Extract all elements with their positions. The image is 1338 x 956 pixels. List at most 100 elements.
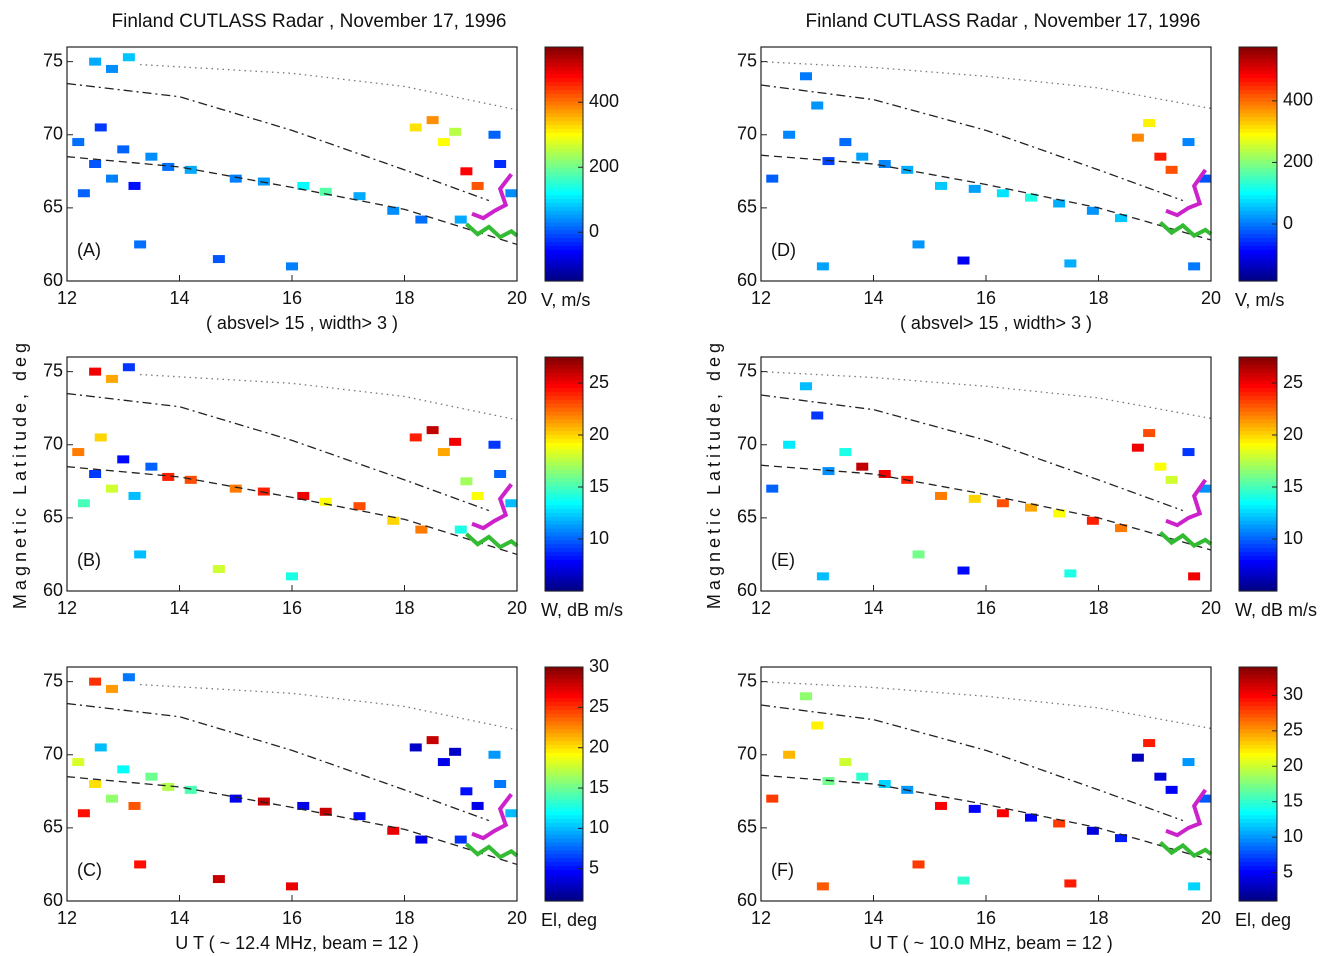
- colorbar-tick-label: 10: [1283, 528, 1303, 548]
- colorbar-swatch: [545, 50, 583, 56]
- colorbar-swatch: [1239, 776, 1277, 781]
- colorbar-swatch: [545, 470, 583, 475]
- colorbar-swatch: [1239, 50, 1277, 56]
- boundary-line: [1165, 788, 1208, 838]
- x-tick-label: 20: [1201, 288, 1221, 308]
- echo-cell: [957, 256, 970, 265]
- boundary-line: [471, 793, 513, 841]
- colorbar-swatch: [545, 667, 583, 672]
- echo-cell: [811, 721, 824, 730]
- colorbar-tick-label: 25: [1283, 720, 1303, 740]
- colorbar-swatch: [1239, 536, 1277, 541]
- colorbar-swatch: [1239, 748, 1277, 754]
- echo-cell: [912, 240, 925, 249]
- plot-frame: [761, 667, 1211, 901]
- echo-cell: [286, 572, 298, 581]
- x-tick-label: 18: [1088, 288, 1108, 308]
- boundary-line: [1159, 531, 1213, 549]
- echo-cell: [353, 502, 366, 511]
- echo-cell: [1115, 214, 1127, 223]
- colorbar-swatch: [545, 462, 583, 467]
- colorbar-swatch: [1239, 93, 1277, 99]
- colorbar-swatch: [545, 830, 583, 836]
- colorbar-swatch: [545, 427, 583, 432]
- echo-cell: [494, 470, 507, 478]
- colorbar-swatch: [545, 497, 583, 502]
- echo-cell: [106, 794, 118, 803]
- echo-cell: [800, 382, 812, 391]
- colorbar-swatch: [1239, 842, 1277, 847]
- colorbar-swatch: [1239, 47, 1277, 52]
- colorbar-swatch: [545, 881, 583, 886]
- colorbar-swatch: [545, 819, 583, 824]
- colorbar-swatch: [1239, 113, 1277, 118]
- colorbar-swatch: [1239, 830, 1277, 836]
- colorbar-swatch: [545, 717, 583, 723]
- colorbar-swatch: [1239, 667, 1277, 672]
- colorbar-swatch: [1239, 725, 1277, 730]
- echo-cell: [89, 780, 102, 788]
- colorbar-swatch: [1239, 66, 1277, 71]
- colorbar-swatch: [545, 690, 583, 695]
- echo-cell: [856, 772, 869, 781]
- colorbar-swatch: [1239, 803, 1277, 808]
- colorbar-swatch: [545, 360, 583, 366]
- echo-cell: [437, 448, 450, 457]
- colorbar-swatch: [545, 403, 583, 409]
- colorbar-swatch: [545, 579, 583, 584]
- echo-cell: [353, 812, 366, 821]
- colorbar-tick-label: 0: [589, 221, 599, 241]
- echo-cell: [494, 780, 507, 788]
- echo-cell: [454, 215, 467, 224]
- colorbar-swatch: [545, 423, 583, 428]
- colorbar-swatch: [1239, 427, 1277, 432]
- colorbar-swatch: [545, 245, 583, 251]
- colorbar-swatch: [1239, 218, 1277, 224]
- y-tick-label: 75: [43, 50, 63, 70]
- x-tick-label: 12: [57, 598, 77, 618]
- echo-cell: [856, 462, 869, 471]
- colorbar-swatch: [1239, 772, 1277, 777]
- colorbar-swatch: [545, 58, 583, 64]
- colorbar-swatch: [545, 442, 583, 448]
- colorbar-swatch: [545, 431, 583, 436]
- colorbar-swatch: [545, 446, 583, 452]
- echo-cell: [415, 215, 428, 224]
- echo-cell: [766, 794, 779, 803]
- echo-cell: [488, 440, 501, 449]
- colorbar-tick-label: 30: [1283, 684, 1303, 704]
- y-tick-label: 65: [43, 507, 63, 527]
- colorbar-swatch: [545, 897, 583, 902]
- colorbar-swatch: [545, 869, 583, 875]
- echo-cell: [454, 525, 467, 534]
- echo-cell: [229, 794, 242, 803]
- x-tick-label: 18: [1088, 598, 1108, 618]
- colorbar-swatch: [1239, 372, 1277, 378]
- colorbar-tick-label: 25: [1283, 372, 1303, 392]
- colorbar-swatch: [1239, 388, 1277, 393]
- colorbar-swatch: [545, 466, 583, 471]
- colorbar-swatch: [1239, 384, 1277, 389]
- colorbar-swatch: [545, 885, 583, 890]
- x-tick-label: 18: [394, 598, 414, 618]
- y-axis-label: Magnetic Latitude, deg: [10, 339, 30, 609]
- echo-cell: [72, 758, 85, 767]
- echo-cell: [387, 206, 400, 215]
- colorbar-tick-label: 15: [589, 476, 609, 496]
- colorbar-swatch: [545, 210, 583, 216]
- colorbar-tick-label: 10: [589, 817, 609, 837]
- colorbar-swatch: [1239, 513, 1277, 518]
- echo-cell: [816, 262, 829, 271]
- colorbar-swatch: [1239, 442, 1277, 448]
- colorbar-tick-label: 400: [589, 91, 619, 111]
- colorbar-swatch: [545, 532, 583, 537]
- colorbar-swatch: [545, 419, 583, 424]
- echo-cell: [1053, 199, 1066, 208]
- colorbar-swatch: [1239, 862, 1277, 867]
- echo-cell: [106, 484, 118, 493]
- colorbar-swatch: [545, 826, 583, 832]
- echo-cell: [122, 53, 135, 62]
- colorbar-swatch: [545, 399, 583, 405]
- echo-cell: [471, 491, 484, 500]
- echo-cell: [878, 470, 891, 478]
